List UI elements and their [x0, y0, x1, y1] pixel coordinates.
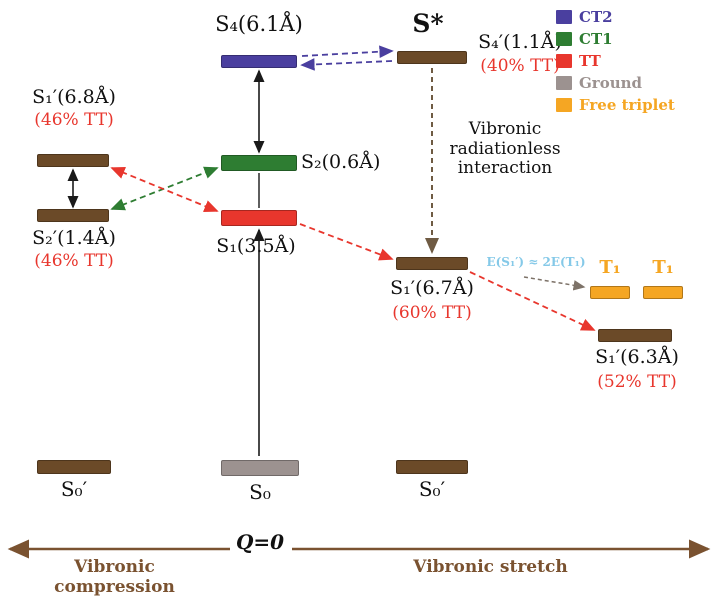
s1-prime-left-level-bar — [37, 154, 109, 167]
free-triplet-swatch — [556, 98, 572, 112]
arrow-s1p-to-s1 — [110, 166, 219, 213]
s1-prime-right-level-bar — [598, 329, 672, 342]
s2-prime-left-level-bar — [37, 209, 109, 222]
s0-prime-right-level-bar — [396, 460, 468, 474]
arrow-to-t1 — [523, 276, 586, 291]
s-star-label: S* — [412, 9, 444, 38]
energy-relation-label: E(S₁′) ≈ 2E(T₁) — [486, 255, 586, 269]
legend-row-ground: Ground — [556, 74, 675, 92]
arrow-sstar-to-s4 — [300, 58, 393, 71]
s1-prime-left-label: S₁′(6.8Å) — [32, 86, 116, 108]
tt-label: TT — [579, 52, 601, 70]
s0-prime-right-label: S₀′ — [418, 477, 446, 501]
s1-prime-mid-label: S₁′(6.7Å) — [390, 277, 474, 299]
vibronic-interaction-label: Vibronic radiationless interaction — [449, 119, 561, 179]
vibronic-stretch-label: Vibronic stretch — [413, 557, 568, 577]
s1-prime-left-tt-label: (46% TT) — [34, 110, 114, 130]
s0-label: S₀ — [249, 480, 271, 504]
s1-label: S₁(3.5Å) — [216, 235, 296, 257]
s4-prime-label: S₄′(1.1Å) — [478, 31, 562, 53]
s4-prime-level-bar — [397, 51, 467, 64]
s4-label: S₄(6.1Å) — [215, 12, 303, 36]
s1-prime-right-label: S₁′(6.3Å) — [595, 346, 679, 368]
legend-row-free-triplet: Free triplet — [556, 96, 675, 114]
legend-row-ct2: CT2 — [556, 8, 675, 26]
s1-level-bar — [221, 210, 297, 226]
arrow-s2p-to-s2 — [110, 166, 219, 211]
s4-level-bar — [221, 55, 297, 68]
s2-prime-left-tt-label: (46% TT) — [34, 251, 114, 271]
ct1-label: CT1 — [579, 30, 613, 48]
legend-row-ct1: CT1 — [556, 30, 675, 48]
t1-right-level-bar — [643, 286, 683, 299]
s0-level-bar — [221, 460, 299, 476]
t1-left-label: T₁ — [599, 257, 621, 278]
s4-prime-tt-label: (40% TT) — [480, 56, 560, 76]
ct2-label: CT2 — [579, 8, 613, 26]
ct2-swatch — [556, 10, 572, 24]
free-triplet-label: Free triplet — [579, 96, 675, 114]
tt-swatch — [556, 54, 572, 68]
s0-prime-left-label: S₀′ — [60, 477, 88, 501]
t1-left-level-bar — [590, 286, 630, 299]
legend: CT2 CT1 TT Ground Free triplet — [556, 8, 675, 114]
vibronic-compression-label: Vibronic compression — [54, 557, 175, 597]
s2-level-bar — [221, 155, 297, 171]
s1-prime-mid-level-bar — [396, 257, 468, 270]
q-zero-label: Q=0 — [235, 530, 285, 554]
arrow-s1-to-s1p-mid — [299, 223, 394, 261]
ct1-swatch — [556, 32, 572, 46]
s1-prime-mid-tt-label: (60% TT) — [392, 303, 472, 323]
legend-row-tt: TT — [556, 52, 675, 70]
arrow-s1p-mid-to-s1p-right — [469, 271, 596, 331]
s0-prime-left-level-bar — [37, 460, 111, 474]
s2-prime-left-label: S₂′(1.4Å) — [32, 227, 116, 249]
s2-label: S₂(0.6Å) — [301, 151, 381, 173]
ground-swatch — [556, 76, 572, 90]
arrow-s4-to-sstar — [301, 45, 394, 58]
t1-right-label: T₁ — [652, 257, 674, 278]
s1-prime-right-tt-label: (52% TT) — [597, 372, 677, 392]
ground-label: Ground — [579, 74, 643, 92]
